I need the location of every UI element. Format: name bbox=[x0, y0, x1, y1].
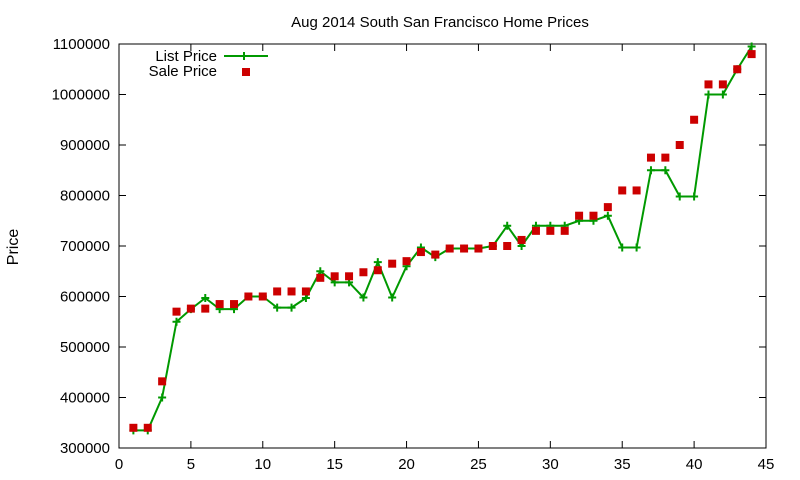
list-price-point bbox=[172, 317, 181, 326]
list-price-point bbox=[661, 166, 670, 175]
y-tick-label: 900000 bbox=[60, 137, 110, 154]
list-price-point bbox=[675, 192, 684, 201]
sale-price-point bbox=[201, 304, 210, 313]
axis-ticks: 0 5 10 15 20 25 30 35 40 45 300000 400000 500000 6000… bbox=[52, 36, 775, 473]
list-price-point bbox=[158, 393, 167, 402]
y-tick-label: 400000 bbox=[60, 390, 110, 407]
y-axis-label: Price bbox=[5, 229, 22, 266]
sale-price-point bbox=[474, 244, 483, 253]
y-tick-label: 500000 bbox=[60, 339, 110, 356]
sale-price-point bbox=[215, 300, 224, 309]
y-tick-label: 600000 bbox=[60, 289, 110, 306]
sale-price-point bbox=[359, 268, 368, 277]
y-tick-label: 300000 bbox=[60, 440, 110, 457]
chart-title: Aug 2014 South San Francisco Home Prices bbox=[291, 14, 589, 31]
list-price-point bbox=[359, 293, 368, 302]
sale-price-point bbox=[244, 292, 253, 301]
sale-price-point bbox=[287, 287, 296, 296]
sale-price-point bbox=[718, 80, 727, 89]
y-tick-label: 700000 bbox=[60, 238, 110, 255]
sale-price-point bbox=[503, 242, 512, 250]
list-price-point bbox=[747, 42, 756, 51]
series-list-price bbox=[129, 42, 756, 435]
sale-price-point bbox=[445, 244, 454, 253]
sale-price-point bbox=[388, 259, 397, 268]
series-sale-price bbox=[129, 50, 756, 432]
x-tick-label: 35 bbox=[614, 456, 631, 473]
x-tick-label: 45 bbox=[758, 456, 775, 473]
sale-price-point bbox=[460, 244, 469, 253]
sale-price-point bbox=[258, 292, 267, 301]
sale-price-point bbox=[618, 186, 627, 195]
sale-price-point bbox=[531, 226, 540, 235]
legend-label-sale-price: Sale Price bbox=[149, 63, 217, 80]
plot-frame bbox=[118, 43, 767, 449]
sale-price-point bbox=[129, 423, 138, 432]
x-tick-label: 20 bbox=[398, 456, 415, 473]
list-price-point bbox=[704, 90, 713, 99]
sale-price-point bbox=[316, 273, 325, 282]
sale-price-point bbox=[690, 115, 699, 124]
y-tick-label: 1100000 bbox=[53, 36, 110, 53]
y-tick-label: 1000000 bbox=[52, 87, 110, 104]
sale-price-point bbox=[646, 153, 655, 162]
list-price-point bbox=[632, 243, 641, 252]
list-price-line bbox=[133, 45, 753, 432]
sale-price-point bbox=[330, 272, 339, 281]
legend-label-list-price: List Price bbox=[155, 48, 217, 65]
sale-price-point bbox=[431, 250, 440, 259]
sale-price-point bbox=[632, 186, 641, 195]
list-price-point bbox=[618, 243, 627, 252]
x-tick-label: 0 bbox=[115, 456, 123, 473]
legend: List Price Sale Price bbox=[149, 48, 268, 80]
sale-price-point bbox=[345, 272, 354, 281]
sale-price-point bbox=[603, 203, 612, 212]
list-price-point bbox=[388, 293, 397, 302]
sale-price-point bbox=[589, 211, 598, 220]
sale-price-point bbox=[675, 141, 684, 149]
x-tick-label: 40 bbox=[686, 456, 703, 473]
sale-price-point bbox=[747, 50, 756, 59]
x-tick-label: 25 bbox=[470, 456, 487, 473]
sale-price-point bbox=[517, 235, 526, 244]
list-price-point bbox=[373, 258, 382, 267]
x-tick-label: 15 bbox=[326, 456, 343, 473]
list-price-point bbox=[718, 90, 727, 99]
sale-price-point bbox=[416, 248, 425, 257]
sale-price-point bbox=[143, 423, 152, 432]
sale-price-point bbox=[172, 307, 181, 316]
sale-price-point bbox=[661, 153, 670, 162]
x-tick-label: 5 bbox=[187, 456, 195, 473]
list-price-point bbox=[503, 221, 512, 230]
sale-price-point bbox=[273, 287, 282, 296]
series-layer bbox=[129, 42, 756, 435]
sale-price-point bbox=[546, 226, 555, 235]
list-price-point bbox=[201, 294, 210, 303]
list-price-point bbox=[603, 211, 612, 220]
x-tick-label: 30 bbox=[542, 456, 559, 473]
list-price-point bbox=[287, 303, 296, 312]
sale-price-point bbox=[186, 304, 195, 313]
list-price-point bbox=[273, 303, 282, 312]
list-price-point bbox=[690, 192, 699, 201]
sale-price-point bbox=[704, 80, 713, 89]
sale-price-point bbox=[402, 257, 411, 266]
sale-price-point bbox=[733, 65, 742, 74]
sale-price-point bbox=[488, 242, 497, 250]
sale-price-point bbox=[158, 377, 167, 386]
sale-price-point bbox=[373, 266, 382, 275]
sale-price-point bbox=[230, 300, 239, 309]
sale-price-point bbox=[575, 211, 584, 220]
legend-marker-list-price bbox=[240, 52, 248, 60]
legend-marker-sale-price bbox=[242, 68, 250, 76]
y-tick-label: 800000 bbox=[60, 188, 110, 205]
list-price-point bbox=[646, 166, 655, 175]
sale-price-point bbox=[560, 226, 569, 235]
sale-price-point bbox=[301, 287, 310, 296]
x-tick-label: 10 bbox=[254, 456, 271, 473]
